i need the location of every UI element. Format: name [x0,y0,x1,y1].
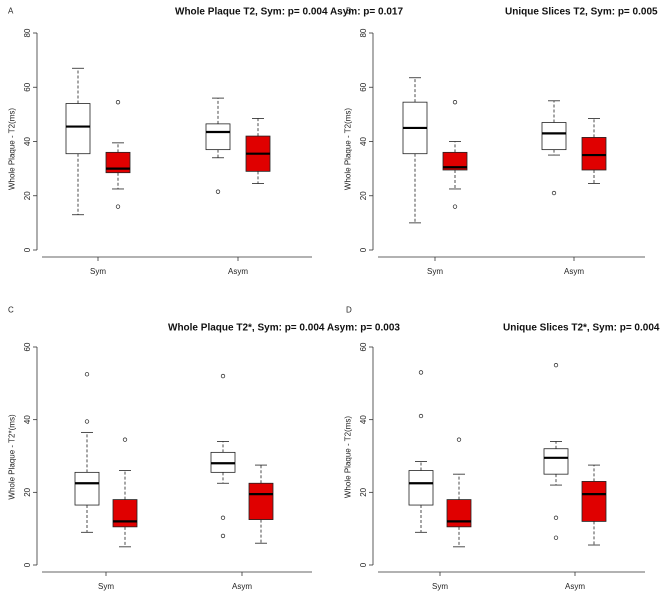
panel-title: Whole Plaque T2, Sym: p= 0.004 Asym: p= … [175,6,403,17]
box-white-asym [205,97,231,194]
outlier-point [452,100,458,105]
panel-title: Whole Plaque T2*, Sym: p= 0.004 Asym: p=… [168,322,400,333]
outlier-point [122,437,128,442]
y-tick-label: 0 [23,562,32,567]
panel-title: Unique Slices T2*, Sym: p= 0.004 Asym: p… [503,322,660,333]
x-tick-label: Sym [432,582,448,591]
y-tick-label: 40 [23,415,32,424]
outlier-point [551,190,557,196]
box-iqr [65,103,91,155]
box-white-asym [543,363,569,540]
x-tick-label: Sym [98,582,114,591]
x-tick-label: Asym [564,267,584,276]
box-white-sym [408,370,434,533]
outlier-point [220,373,226,379]
box-red-asym [581,464,607,546]
y-tick-label: 60 [359,342,368,351]
y-tick-label: 0 [359,562,368,567]
y-axis-title: Whole Plaque - T2(ms) [8,108,17,190]
box-iqr [112,499,138,528]
outlier-point [553,363,559,368]
y-tick-label: 80 [23,28,32,37]
box-iqr [541,122,567,151]
panel-letter: B [346,7,351,16]
outlier-point [115,204,121,209]
box-white-sym [402,77,428,224]
y-tick-label: 20 [359,191,368,200]
box-white-asym [541,100,567,196]
box-red-sym [105,100,131,209]
x-tick-label: Asym [565,582,585,591]
y-tick-label: 0 [23,247,32,252]
box-red-sym [446,437,472,548]
y-tick-label: 60 [359,82,368,91]
y-tick-label: 20 [23,487,32,496]
y-tick-label: 0 [359,247,368,252]
x-tick-label: Sym [427,267,443,276]
y-tick-label: 20 [359,487,368,496]
y-tick-label: 40 [23,137,32,146]
box-iqr [408,470,434,506]
box-red-sym [112,437,138,548]
panel-title: Unique Slices T2, Sym: p= 0.005 Asym: p=… [505,6,660,17]
outlier-point [215,189,221,194]
panel-c: C Whole Plaque T2*, Sym: p= 0.004 Asym: p… [8,306,401,591]
outlier-point [418,370,424,375]
box-red-asym [245,118,271,184]
y-axis-title: Whole Plaque - T2(ms) [344,108,353,190]
outlier-point [553,515,559,520]
panel-d: D Unique Slices T2*, Sym: p= 0.004 Asym: … [344,306,660,591]
outlier-point [553,535,559,540]
outlier-point [220,515,226,520]
outlier-point [84,372,90,377]
outlier-point [456,437,462,442]
y-tick-label: 40 [359,415,368,424]
box-iqr [205,123,231,151]
panel-letter: C [8,306,14,315]
outlier-point [84,419,90,424]
panel-b: B Unique Slices T2, Sym: p= 0.005 Asym: p… [344,6,660,276]
y-tick-label: 80 [359,28,368,37]
box-red-sym [442,100,468,209]
panel-letter: D [346,306,352,315]
box-white-sym [74,372,100,533]
box-iqr [543,448,569,475]
y-tick-label: 40 [359,137,368,146]
y-axis-title: Whole Plaque - T2(ms) [344,416,353,498]
box-iqr [248,482,274,520]
y-tick-label: 20 [23,191,32,200]
box-red-asym [581,118,607,184]
box-white-asym [210,373,236,539]
panel-a: A Whole Plaque T2, Sym: p= 0.004 Asym: p=… [8,6,404,276]
x-tick-label: Asym [228,267,248,276]
box-iqr [74,471,100,506]
y-tick-label: 60 [23,342,32,351]
x-tick-label: Asym [232,582,252,591]
x-tick-label: Sym [90,267,106,276]
outlier-point [418,413,424,419]
box-iqr [581,137,607,171]
panel-letter: A [8,7,14,16]
outlier-point [220,533,226,539]
outlier-point [115,100,121,105]
box-white-sym [65,67,91,216]
box-iqr [581,481,607,522]
y-axis-title: Whole Plaque - T2*(ms) [8,414,17,500]
outlier-point [452,204,458,209]
y-tick-label: 60 [23,82,32,91]
box-red-asym [248,464,274,544]
box-iqr [446,499,472,528]
box-iqr [442,151,468,171]
